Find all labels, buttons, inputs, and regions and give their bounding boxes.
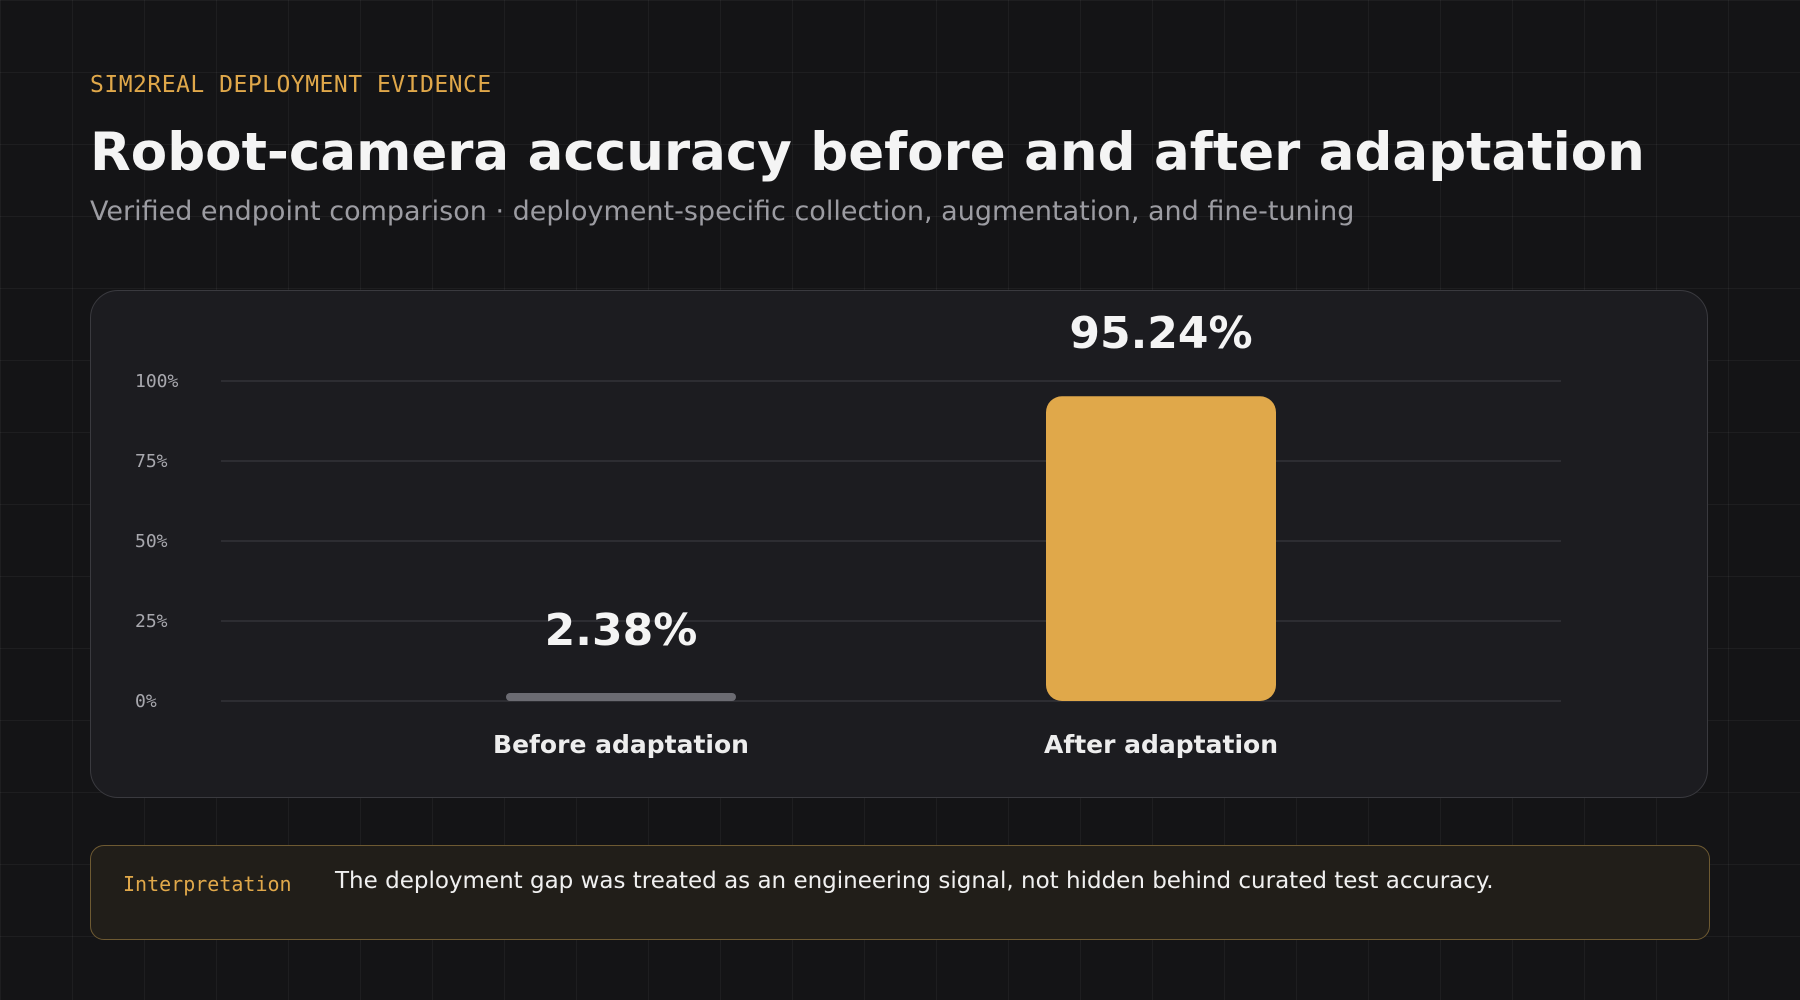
interpretation-callout: Interpretation The deployment gap was tr… <box>90 845 1710 940</box>
bar-value-label: 95.24% <box>1069 308 1252 359</box>
bar-value-label: 2.38% <box>545 605 698 656</box>
x-category-label: After adaptation <box>1044 730 1278 759</box>
bar <box>1046 396 1276 701</box>
y-tick-label: 100% <box>135 371 179 392</box>
page-title: Robot-camera accuracy before and after a… <box>90 122 1645 183</box>
bar <box>506 693 736 701</box>
bar-chart: 0% 25% 50% 75% 100% 2.38% Before adaptation 95.… <box>135 308 1561 759</box>
page-subtitle: Verified endpoint comparison · deploymen… <box>90 196 1355 227</box>
y-tick-label: 75% <box>135 451 168 472</box>
x-category-label: Before adaptation <box>493 730 749 759</box>
interpretation-text: The deployment gap was treated as an eng… <box>335 868 1494 894</box>
y-tick-label: 0% <box>135 691 157 712</box>
y-tick-label: 50% <box>135 531 168 552</box>
eyebrow-label: SIM2REAL DEPLOYMENT EVIDENCE <box>90 72 492 98</box>
interpretation-label: Interpretation <box>123 872 292 896</box>
y-tick-label: 25% <box>135 611 168 632</box>
chart-card: 0% 25% 50% 75% 100% 2.38% Before adaptation 95.… <box>90 290 1708 798</box>
